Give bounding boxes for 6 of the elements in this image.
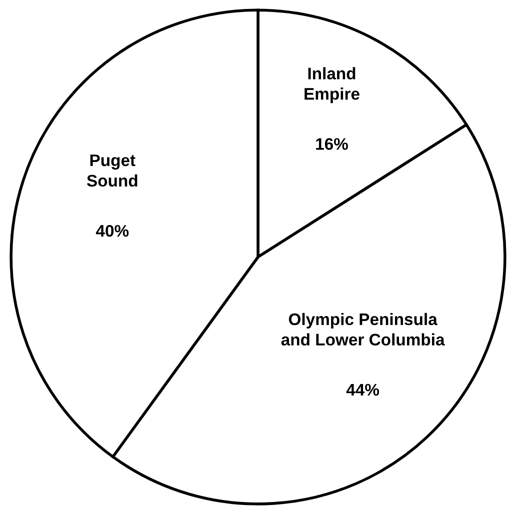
slice-label: Inland Empire	[304, 67, 360, 104]
data-label: 16%	[316, 138, 348, 150]
slice-label: Olympic Peninsula and Lower Columbia	[281, 312, 445, 346]
slice-label: Puget Sound	[86, 154, 138, 187]
data-label: 44%	[346, 384, 380, 396]
data-label: 40%	[96, 224, 129, 237]
